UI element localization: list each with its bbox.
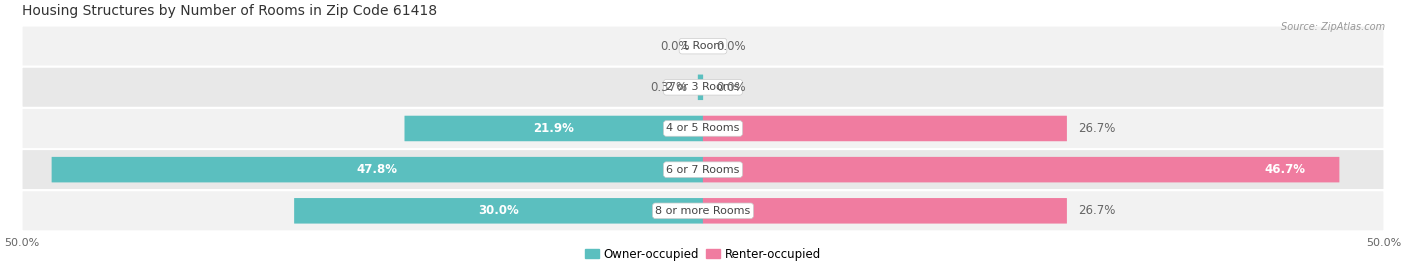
Text: 2 or 3 Rooms: 2 or 3 Rooms [666,82,740,92]
FancyBboxPatch shape [703,157,1340,182]
FancyBboxPatch shape [21,190,1385,231]
Text: 8 or more Rooms: 8 or more Rooms [655,206,751,216]
Text: 0.0%: 0.0% [659,40,689,53]
FancyBboxPatch shape [703,198,1067,224]
FancyBboxPatch shape [405,116,703,141]
FancyBboxPatch shape [294,198,703,224]
Text: Source: ZipAtlas.com: Source: ZipAtlas.com [1281,22,1385,31]
Text: 0.0%: 0.0% [717,81,747,94]
FancyBboxPatch shape [21,26,1385,67]
Text: 47.8%: 47.8% [357,163,398,176]
Text: Housing Structures by Number of Rooms in Zip Code 61418: Housing Structures by Number of Rooms in… [21,4,437,18]
Text: 0.0%: 0.0% [717,40,747,53]
FancyBboxPatch shape [21,149,1385,190]
Text: 4 or 5 Rooms: 4 or 5 Rooms [666,123,740,133]
FancyBboxPatch shape [21,108,1385,149]
Text: 21.9%: 21.9% [533,122,574,135]
Text: 0.37%: 0.37% [650,81,688,94]
Text: 1 Room: 1 Room [682,41,724,51]
Text: 30.0%: 30.0% [478,204,519,217]
Text: 26.7%: 26.7% [1077,122,1115,135]
Text: 26.7%: 26.7% [1077,204,1115,217]
FancyBboxPatch shape [52,157,703,182]
FancyBboxPatch shape [21,67,1385,108]
Text: 46.7%: 46.7% [1264,163,1305,176]
FancyBboxPatch shape [697,75,703,100]
FancyBboxPatch shape [703,116,1067,141]
Text: 6 or 7 Rooms: 6 or 7 Rooms [666,165,740,175]
Legend: Owner-occupied, Renter-occupied: Owner-occupied, Renter-occupied [579,243,827,265]
